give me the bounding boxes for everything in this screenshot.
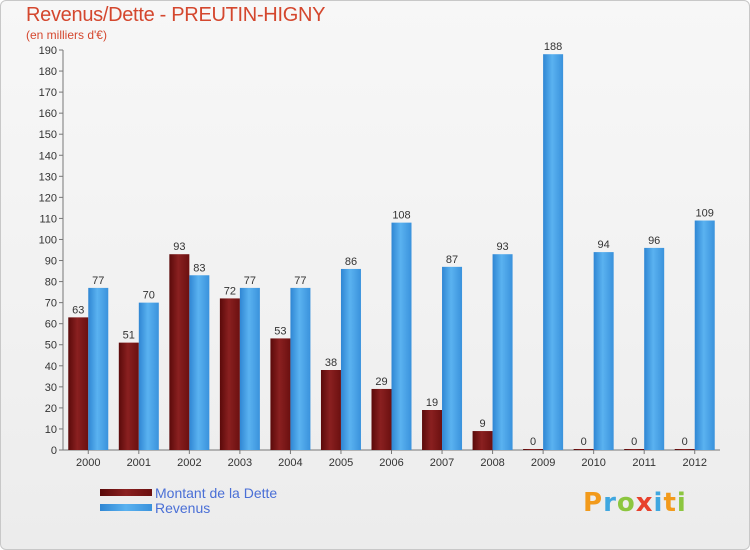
y-tick-label: 80 xyxy=(45,277,57,289)
value-label-debt-2004: 53 xyxy=(274,325,286,337)
value-label-debt-2007: 19 xyxy=(426,397,438,409)
bar-debt-2001 xyxy=(118,342,139,450)
value-label-revenue-2008: 93 xyxy=(496,241,508,253)
bar-debt-2007 xyxy=(422,410,443,450)
y-tick-label: 40 xyxy=(45,361,57,373)
y-tick-label: 50 xyxy=(45,340,57,352)
bar-revenue-2000 xyxy=(88,287,109,450)
y-tick-label: 120 xyxy=(39,192,57,204)
value-label-debt-2003: 72 xyxy=(224,285,236,297)
legend-swatch-revenue xyxy=(100,504,152,511)
y-tick-label: 20 xyxy=(45,403,57,415)
bar-revenue-2011 xyxy=(644,247,665,450)
x-tick-label: 2000 xyxy=(76,457,100,469)
bar-revenue-2005 xyxy=(340,268,361,450)
value-label-debt-2008: 9 xyxy=(480,418,486,430)
x-tick-label: 2001 xyxy=(127,457,151,469)
bar-revenue-2001 xyxy=(138,302,159,450)
value-label-revenue-2007: 87 xyxy=(446,254,458,266)
legend-label-revenue: Revenus xyxy=(155,500,211,516)
bar-debt-2003 xyxy=(219,298,240,450)
legend-label-debt: Montant de la Dette xyxy=(155,485,278,501)
x-tick-label: 2008 xyxy=(480,457,504,469)
chart-subtitle: (en milliers d'€) xyxy=(26,28,107,42)
bar-debt-2006 xyxy=(371,388,392,450)
x-tick-label: 2007 xyxy=(430,457,454,469)
y-tick-label: 60 xyxy=(45,319,57,331)
value-label-debt-2006: 29 xyxy=(375,376,387,388)
bar-debt-2011 xyxy=(624,449,645,450)
value-label-revenue-2005: 86 xyxy=(345,256,357,268)
bar-debt-2008 xyxy=(472,431,493,450)
value-label-revenue-2012: 109 xyxy=(696,208,714,220)
value-label-debt-2005: 38 xyxy=(325,357,337,369)
bar-debt-2004 xyxy=(270,338,291,450)
y-tick-label: 150 xyxy=(39,129,57,141)
value-label-revenue-2000: 77 xyxy=(92,275,104,287)
chart-title: Revenus/Dette - PREUTIN-HIGNY xyxy=(26,4,326,26)
y-tick-label: 130 xyxy=(39,171,57,183)
y-tick-label: 180 xyxy=(39,66,57,78)
value-label-debt-2009: 0 xyxy=(530,436,536,448)
y-tick-label: 110 xyxy=(39,213,57,225)
legend-swatch-debt xyxy=(100,489,152,496)
bar-revenue-2002 xyxy=(189,275,210,450)
bar-revenue-2012 xyxy=(694,220,715,450)
x-tick-label: 2004 xyxy=(278,457,302,469)
y-tick-label: 100 xyxy=(39,234,57,246)
bars xyxy=(68,54,715,451)
value-label-debt-2002: 93 xyxy=(173,241,185,253)
x-tick-label: 2010 xyxy=(581,457,605,469)
y-tick-label: 90 xyxy=(45,256,57,268)
value-label-revenue-2004: 77 xyxy=(294,275,306,287)
bar-revenue-2006 xyxy=(391,222,412,450)
y-tick-label: 0 xyxy=(51,445,57,457)
bar-debt-2002 xyxy=(169,254,190,450)
y-tick-label: 190 xyxy=(39,45,57,57)
proxiti-logo: Proxiti xyxy=(583,488,687,518)
bar-debt-2000 xyxy=(68,317,89,450)
bar-revenue-2004 xyxy=(290,287,311,450)
x-tick-label: 2011 xyxy=(632,457,656,469)
x-tick-label: 2012 xyxy=(682,457,706,469)
value-label-debt-2012: 0 xyxy=(682,436,688,448)
bar-revenue-2010 xyxy=(593,252,614,450)
x-tick-label: 2006 xyxy=(379,457,403,469)
x-tick-label: 2009 xyxy=(531,457,555,469)
value-label-debt-2000: 63 xyxy=(72,304,84,316)
value-label-debt-2011: 0 xyxy=(631,436,637,448)
bar-revenue-2008 xyxy=(492,254,513,450)
value-label-revenue-2010: 94 xyxy=(598,239,610,251)
value-label-revenue-2001: 70 xyxy=(143,290,155,302)
bar-debt-2012 xyxy=(674,449,695,450)
bar-debt-2010 xyxy=(573,449,594,450)
y-tick-label: 160 xyxy=(39,108,57,120)
value-label-revenue-2009: 188 xyxy=(544,41,562,53)
y-tick-label: 70 xyxy=(45,298,57,310)
bar-revenue-2003 xyxy=(239,287,260,450)
value-label-debt-2010: 0 xyxy=(581,436,587,448)
axes: 0102030405060708090100110120130140150160… xyxy=(39,45,720,469)
y-tick-label: 170 xyxy=(39,87,57,99)
y-tick-label: 140 xyxy=(39,150,57,162)
bar-revenue-2007 xyxy=(442,266,463,450)
bar-debt-2009 xyxy=(523,449,544,450)
value-label-debt-2001: 51 xyxy=(123,330,135,342)
y-tick-label: 10 xyxy=(45,424,57,436)
bar-revenue-2009 xyxy=(543,54,564,451)
value-label-revenue-2011: 96 xyxy=(648,235,660,247)
value-labels: 63 51 93 72 53 38 29 19 9 0 0 0 0 77 70 83 77 77 86 108 87 93… xyxy=(72,41,714,448)
value-label-revenue-2003: 77 xyxy=(244,275,256,287)
bar-debt-2005 xyxy=(320,370,341,450)
x-tick-label: 2002 xyxy=(177,457,201,469)
y-tick-label: 30 xyxy=(45,382,57,394)
value-label-revenue-2002: 83 xyxy=(193,262,205,274)
x-tick-label: 2005 xyxy=(329,457,353,469)
x-tick-label: 2003 xyxy=(228,457,252,469)
value-label-revenue-2006: 108 xyxy=(392,210,410,222)
